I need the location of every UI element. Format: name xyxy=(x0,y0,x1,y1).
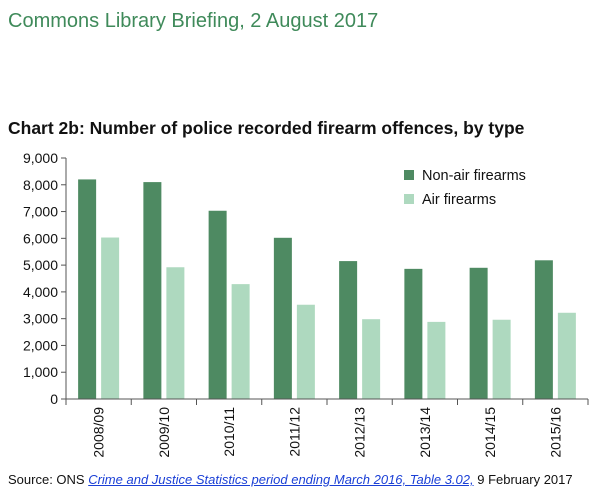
x-tick-label: 2008/09 xyxy=(91,407,107,458)
bar-non-air xyxy=(273,237,292,399)
y-tick-label: 4,000 xyxy=(23,284,58,300)
bar-air xyxy=(427,321,446,399)
bar-air xyxy=(231,284,250,399)
x-tick-label: 2013/14 xyxy=(417,407,433,458)
bar-non-air xyxy=(534,260,553,399)
x-tick-label: 2014/15 xyxy=(482,407,498,458)
bar-air xyxy=(296,304,315,399)
bar-chart: 0 1,000 2,000 3,000 4,000 5,000 6,000 7,000 8,00… xyxy=(23,150,589,458)
bar-non-air xyxy=(404,268,423,399)
x-tick-label: 2010/11 xyxy=(221,407,237,457)
bar-non-air xyxy=(78,179,97,399)
x-tick-label: 2009/10 xyxy=(156,407,172,458)
y-tick-label: 3,000 xyxy=(23,311,58,327)
chart-title: Chart 2b: Number of police recorded fire… xyxy=(8,118,525,138)
bar-air xyxy=(101,237,120,399)
source-suffix: 9 February 2017 xyxy=(473,472,573,487)
x-tick-label: 2012/13 xyxy=(352,407,368,458)
y-tick-label: 8,000 xyxy=(23,177,58,193)
y-tick-label: 6,000 xyxy=(23,230,58,246)
briefing-header: Commons Library Briefing, 2 August 2017 xyxy=(8,10,379,32)
bar-non-air xyxy=(143,182,162,399)
bar-non-air xyxy=(208,210,227,399)
y-axis: 0 1,000 2,000 3,000 4,000 5,000 6,000 7,000 8,00… xyxy=(23,150,67,407)
x-tick-label: 2015/16 xyxy=(547,407,563,458)
legend-swatch xyxy=(404,170,414,180)
bar-air xyxy=(557,312,576,399)
x-tick-label: 2011/12 xyxy=(286,407,302,457)
y-tick-label: 9,000 xyxy=(23,150,58,166)
y-tick-label: 0 xyxy=(50,391,58,407)
bar-non-air xyxy=(339,261,358,399)
legend-swatch xyxy=(404,194,414,204)
y-tick-label: 1,000 xyxy=(23,364,58,380)
y-tick-label: 5,000 xyxy=(23,257,58,273)
source-link[interactable]: Crime and Justice Statistics period endi… xyxy=(88,472,474,487)
y-tick-label: 2,000 xyxy=(23,337,58,353)
bar-air xyxy=(362,319,381,399)
bar-air xyxy=(492,319,511,399)
source-note: Source: ONS Crime and Justice Statistics… xyxy=(8,472,573,487)
bars xyxy=(78,179,576,399)
bar-non-air xyxy=(469,267,488,399)
x-axis: 2008/09 2009/10 2010/11 2011/12 2012/13 2013/… xyxy=(65,398,589,458)
legend-label: Non-air firearms xyxy=(422,168,526,184)
y-tick-label: 7,000 xyxy=(23,204,58,220)
legend: Non-air firearms Air firearms xyxy=(404,168,526,208)
source-prefix: Source: ONS xyxy=(8,472,89,487)
bar-air xyxy=(166,267,185,399)
legend-label: Air firearms xyxy=(422,192,496,208)
